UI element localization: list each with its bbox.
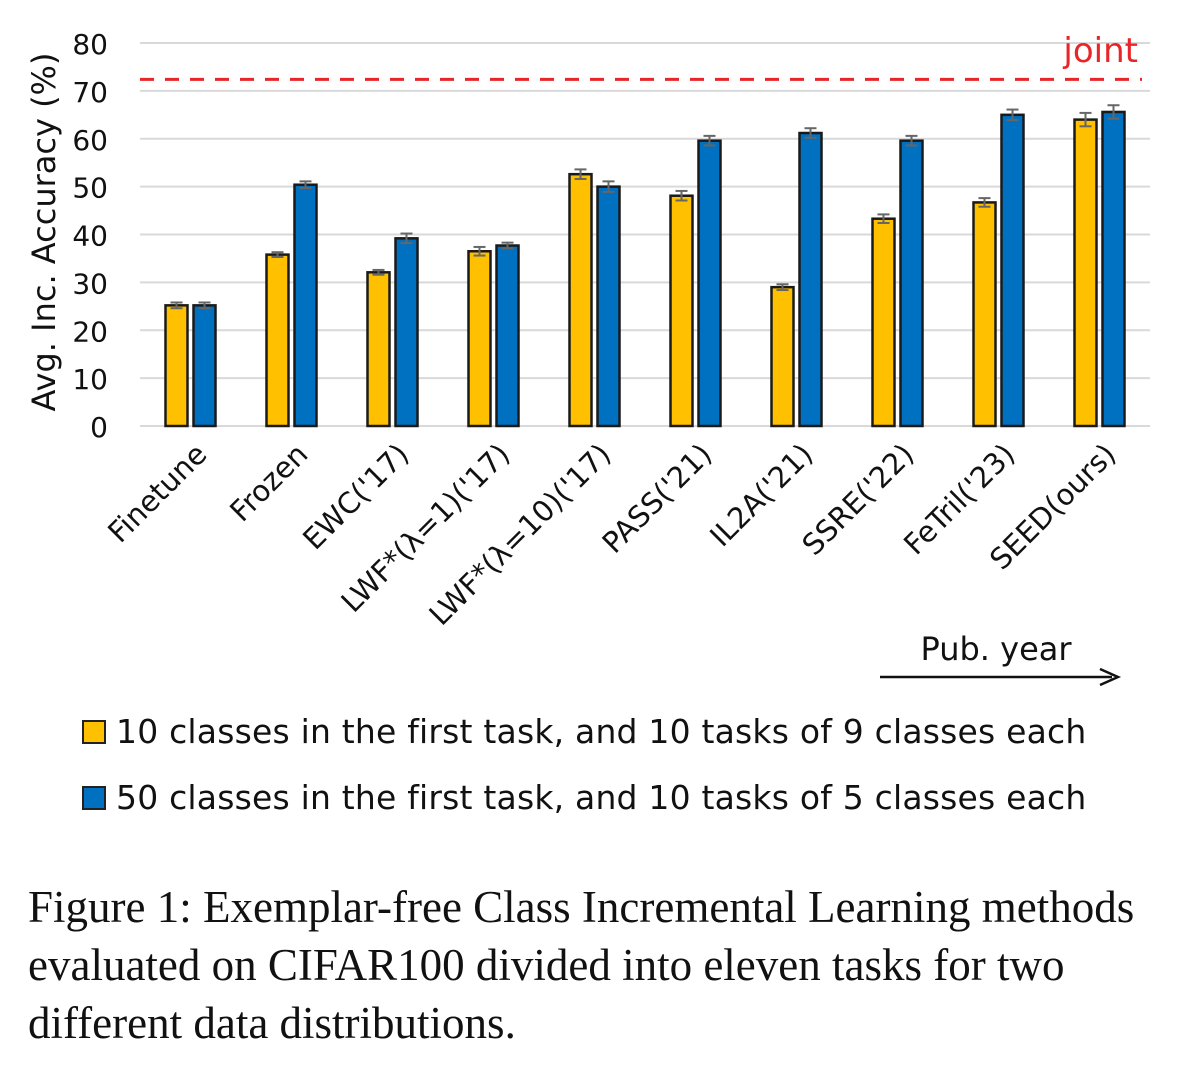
error-bar [877,213,890,225]
error-bar [804,127,817,139]
pub-year-arrow [880,667,1122,687]
error-bar [198,301,211,310]
y-tick-label: 10 [72,363,108,396]
figure-caption: Figure 1: Exemplar-free Class Incrementa… [28,882,1135,1048]
error-bar [905,134,918,147]
y-tick-label: 20 [72,315,108,348]
legend-swatch-blue [82,785,106,810]
bar-yellow [164,304,189,428]
x-tick-label: Frozen [223,437,314,528]
bar-yellow [972,201,997,428]
bar-blue [192,304,217,428]
bar-yellow [265,253,290,428]
error-bar [602,180,615,193]
error-bar [400,232,413,245]
error-bar [170,301,183,310]
legend-label: 50 classes in the first task, and 10 tas… [116,778,1087,817]
bar-blue [697,139,722,428]
y-tick-label: 50 [72,172,108,205]
error-bar [776,283,789,292]
bar-blue [394,237,419,428]
y-tick-label: 60 [72,124,108,157]
y-tick-label: 70 [72,76,108,109]
bar-blue [596,185,621,428]
y-tick-label: 30 [72,267,108,300]
bar-yellow [467,250,492,428]
error-bar [299,180,312,190]
legend-label: 10 classes in the first task, and 10 tas… [116,712,1087,751]
legend-item-series-1: 10 classes in the first task, and 10 tas… [82,712,1087,751]
bar-blue [798,131,823,428]
error-bar [473,245,486,257]
error-bar [978,197,991,208]
error-bar [703,134,716,147]
legend-swatch-yellow [82,719,106,744]
pub-year-label: Pub. year [920,630,1072,668]
bar-yellow [1073,118,1098,428]
bar-yellow [871,217,896,428]
error-bar [1107,104,1120,120]
error-bar [271,251,284,259]
error-bar [1079,111,1092,128]
bar-blue [495,244,520,428]
bar-yellow [568,172,593,428]
joint-label: joint [1062,31,1138,71]
x-tick-label: LWF*(λ=1)('17) [334,437,516,619]
y-axis-label: Avg. Inc. Accuracy (%) [25,53,63,412]
y-tick-label: 0 [90,411,108,444]
bar-blue [1101,110,1126,428]
bar-yellow [770,285,795,428]
y-tick-label: 80 [72,28,108,61]
error-bar [372,268,385,276]
x-tick-label: Finetune [101,437,213,549]
bar-blue [1000,113,1025,428]
error-bar [1006,108,1019,122]
bar-yellow [366,271,391,428]
x-tick-label: PASS('21) [596,437,719,560]
y-tick-label: 40 [72,220,108,253]
bar-yellow [669,194,694,428]
error-bar [501,241,514,250]
bar-blue [899,139,924,428]
bar-blue [293,183,318,428]
legend-item-series-2: 50 classes in the first task, and 10 tas… [82,778,1087,817]
error-bar [574,168,587,180]
error-bar [675,189,688,202]
x-tick-label: LWF*(λ=10)('17) [422,437,617,632]
